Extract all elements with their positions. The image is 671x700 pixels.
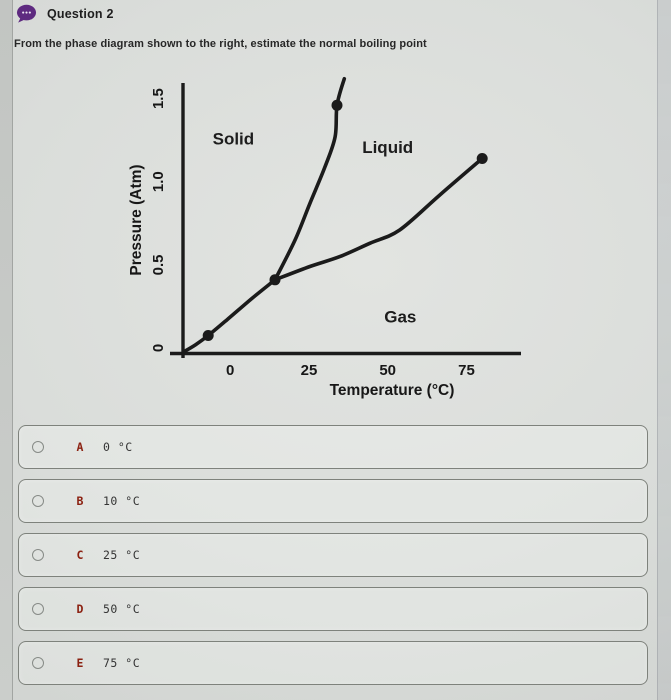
chat-bubble-icon bbox=[16, 4, 37, 23]
question-prompt: From the phase diagram shown to the righ… bbox=[14, 38, 427, 50]
option-letter: C bbox=[76, 548, 84, 562]
sublimation-curve bbox=[182, 278, 277, 354]
option-row-d[interactable]: D 50 °C bbox=[18, 587, 648, 631]
region-label-solid: Solid bbox=[213, 130, 255, 149]
option-letter: A bbox=[76, 440, 84, 454]
x-tick-label: 75 bbox=[458, 362, 475, 379]
question-title: Question 2 bbox=[47, 7, 114, 21]
region-label-gas: Gas bbox=[384, 307, 416, 326]
x-tick-label: 50 bbox=[379, 362, 396, 379]
option-label: 25 °C bbox=[103, 548, 141, 562]
option-label: 10 °C bbox=[103, 494, 141, 508]
y-axis-title: Pressure (Atm) bbox=[128, 164, 145, 275]
radio-button-b[interactable] bbox=[32, 495, 44, 507]
option-letter: B bbox=[76, 494, 84, 508]
option-row-b[interactable]: B 10 °C bbox=[18, 479, 648, 523]
page-left-edge bbox=[0, 0, 13, 700]
radio-button-c[interactable] bbox=[32, 549, 44, 561]
x-axis-title: Temperature (°C) bbox=[330, 382, 455, 399]
data-point-marker bbox=[202, 330, 214, 341]
data-point-marker bbox=[269, 274, 281, 286]
data-point-marker bbox=[476, 153, 488, 164]
y-tick-label: 0.5 bbox=[150, 254, 167, 275]
option-row-a[interactable]: A 0 °C bbox=[18, 425, 648, 469]
x-tick-label: 25 bbox=[301, 362, 318, 379]
y-tick-label: 0 bbox=[150, 344, 167, 352]
option-label: 0 °C bbox=[103, 440, 133, 454]
radio-button-d[interactable] bbox=[32, 603, 44, 615]
answer-options: A 0 °C B 10 °C C 25 °C D 50 °C E 75 °C bbox=[18, 425, 648, 695]
option-letter: D bbox=[76, 602, 84, 616]
option-label: 75 °C bbox=[103, 656, 141, 670]
question-header: Question 2 bbox=[15, 4, 114, 24]
vaporization-curve bbox=[273, 156, 484, 282]
x-tick-label: 0 bbox=[226, 362, 234, 379]
radio-button-e[interactable] bbox=[32, 657, 44, 669]
data-point-marker bbox=[331, 99, 343, 111]
y-tick-label: 1.5 bbox=[150, 88, 167, 109]
option-row-e[interactable]: E 75 °C bbox=[18, 641, 648, 685]
radio-button-a[interactable] bbox=[32, 441, 44, 453]
region-label-liquid: Liquid bbox=[362, 138, 413, 157]
phase-diagram-chart: 0 25 50 75 0 0.5 1.0 1.5 Temperature (°C) Pressur… bbox=[128, 76, 521, 399]
option-row-c[interactable]: C 25 °C bbox=[18, 533, 648, 577]
y-tick-label: 1.0 bbox=[150, 171, 167, 192]
option-label: 50 °C bbox=[103, 602, 141, 616]
page-right-edge bbox=[657, 0, 671, 700]
option-letter: E bbox=[76, 656, 84, 670]
